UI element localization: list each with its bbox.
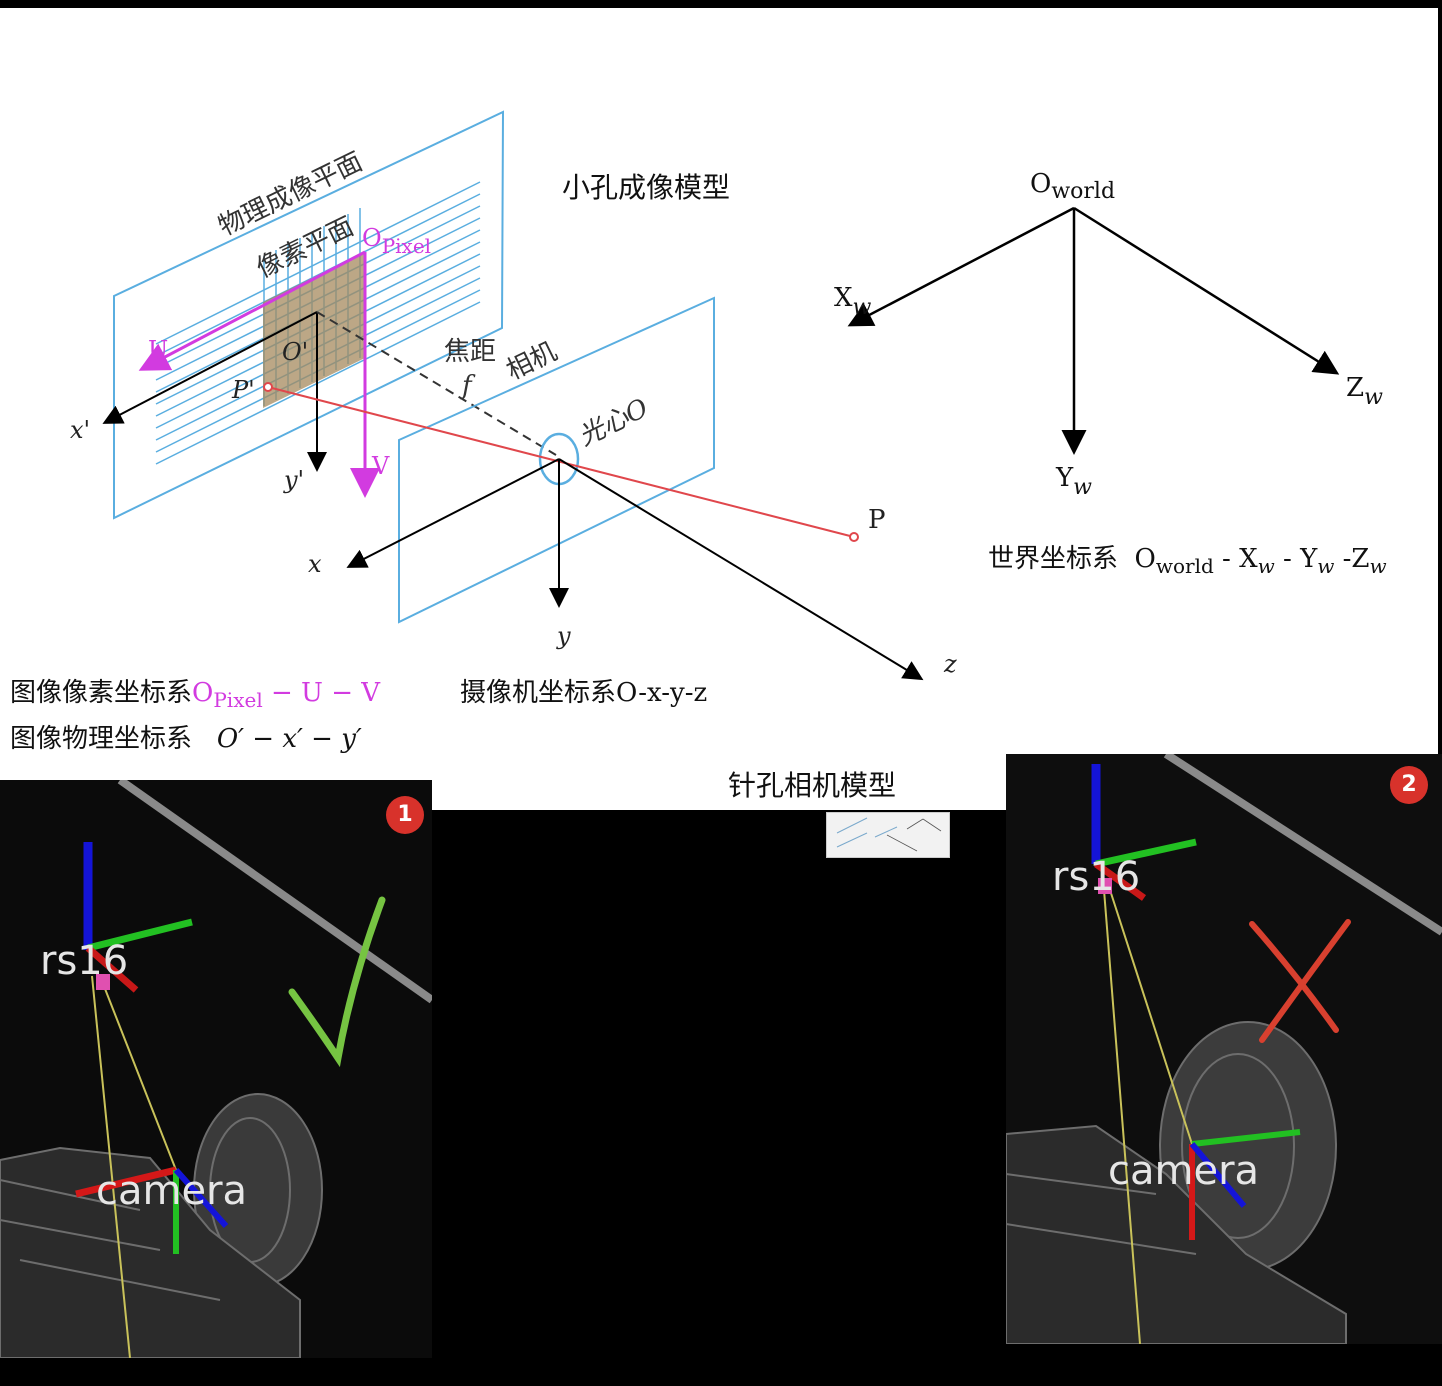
- camera-y-label: y: [556, 622, 571, 650]
- camera-label: camera: [96, 1168, 248, 1214]
- checkmark-icon: [288, 896, 386, 1068]
- x-prime-label: x': [70, 416, 90, 444]
- focal-label: 焦距: [444, 337, 496, 367]
- badge-1: 1: [386, 796, 424, 834]
- camera-x-label: x: [308, 550, 322, 578]
- diagram-thumbnail[interactable]: [826, 812, 950, 858]
- screenshot-panel-1: rs16 camera 1: [0, 780, 432, 1358]
- camera-plane: [398, 296, 715, 624]
- world-x-label: Xw: [834, 283, 872, 320]
- camera-coord-caption: 摄像机坐标系O-x-y-z: [460, 678, 708, 708]
- diagram-document: 物理成像平面 像素平面 相机 光心O 焦距 f O' P' x' y' U V …: [0, 8, 1438, 810]
- world-origin-label: Oworld: [1030, 169, 1115, 204]
- camera-plane-label: 相机: [502, 337, 562, 387]
- rs16-label: rs16: [40, 938, 129, 984]
- y-prime-label: y': [283, 466, 304, 494]
- panel-2-scene: [1006, 754, 1442, 1344]
- point-p-label: P: [868, 505, 886, 535]
- world-y-label: Yw: [1055, 463, 1092, 500]
- cross-icon: [1249, 919, 1351, 1043]
- camera-label: camera: [1108, 1148, 1260, 1194]
- small-hole-model-title: 小孔成像模型: [562, 171, 731, 204]
- world-z-label: Zw: [1346, 373, 1383, 410]
- world-coord-caption: 世界坐标系 Oworld - Xw - Yw -Zw: [988, 544, 1387, 579]
- optical-center-label: 光心O: [574, 393, 653, 452]
- p-prime-label: P': [231, 376, 255, 404]
- rs16-label: rs16: [1052, 854, 1141, 900]
- pinhole-model-title: 针孔相机模型: [728, 769, 897, 802]
- badge-2: 2: [1390, 766, 1428, 804]
- panel-1-scene: [0, 780, 432, 1358]
- pixel-coord-caption: 图像像素坐标系OPixel − U − V: [10, 678, 381, 713]
- physical-coord-caption: 图像物理坐标系 O′ − x′ − y′: [10, 724, 362, 754]
- camera-z-label: z: [943, 650, 957, 678]
- physical-imaging-plane: [113, 110, 505, 520]
- u-axis-label: U: [148, 336, 168, 364]
- o-prime-label: O': [282, 338, 308, 366]
- v-axis-label: V: [371, 452, 390, 480]
- screenshot-panel-2: rs16 camera 2: [1006, 754, 1442, 1344]
- focal-f-label: f: [460, 371, 476, 401]
- pinhole-diagram: 物理成像平面 像素平面 相机 光心O 焦距 f O' P' x' y' U V …: [70, 110, 1383, 681]
- pixel-origin-label: OPixel: [362, 224, 431, 258]
